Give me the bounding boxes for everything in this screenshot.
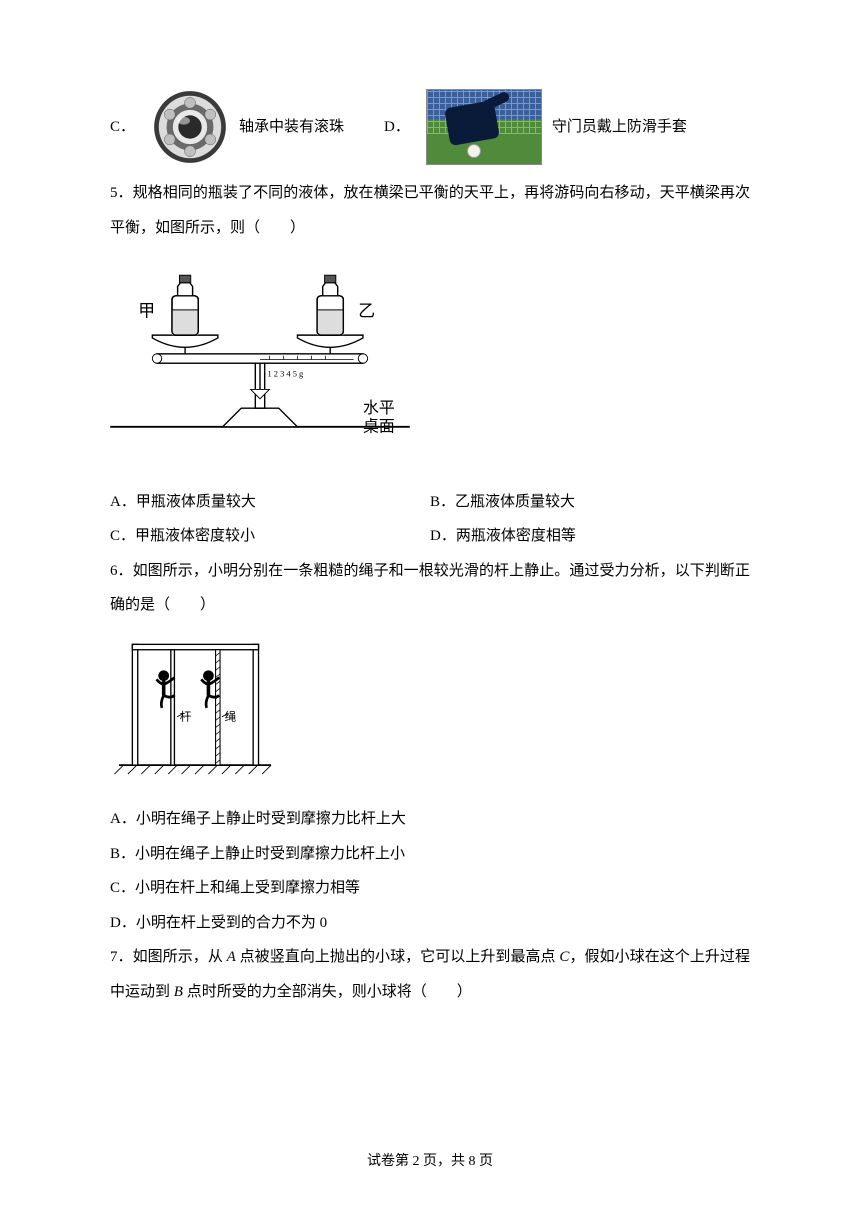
q6-figure: 杆 绳 xyxy=(110,627,750,801)
q6-num: 6． xyxy=(110,563,133,579)
q5-stem: 5．规格相同的瓶装了不同的液体，放在横梁已平衡的天平上，再将游码向右移动，天平横… xyxy=(110,176,750,245)
page-footer: 试卷第 2 页，共 8 页 xyxy=(0,1146,860,1178)
q6-option-b: B．小明在绳子上静止时受到摩擦力比杆上小 xyxy=(110,837,750,872)
q5-fig-label-right: 乙 xyxy=(358,301,375,320)
q7-t4: 点时所受的力全部消失，则小球将（ ） xyxy=(183,984,472,1000)
q4-option-c: C． 轴承中装有滚珠 xyxy=(110,88,344,166)
q6-options: A．小明在绳子上静止时受到摩擦力比杆上大 B．小明在绳子上静止时受到摩擦力比杆上… xyxy=(110,802,750,940)
q6-option-c: C．小明在杆上和绳上受到摩擦力相等 xyxy=(110,871,750,906)
bearing-image xyxy=(151,88,229,166)
q5-option-a: A．甲瓶液体质量较大 xyxy=(110,485,430,520)
q5-options: A．甲瓶液体质量较大 B．乙瓶液体质量较大 C．甲瓶液体密度较小 D．两瓶液体密… xyxy=(110,485,750,554)
svg-text:杆: 杆 xyxy=(180,709,192,723)
q7-B: B xyxy=(174,984,183,1000)
q7-C: C xyxy=(559,949,569,965)
q4-optD-text: 守门员戴上防滑手套 xyxy=(552,110,687,145)
q7-num: 7． xyxy=(110,949,133,965)
q4-optD-letter: D． xyxy=(384,110,410,145)
q5-option-d: D．两瓶液体密度相等 xyxy=(430,519,750,554)
q7-stem: 7．如图所示，从 A 点被竖直向上抛出的小球，它可以上升到最高点 C，假如小球在… xyxy=(110,940,750,1009)
q6-stem-text: 如图所示，小明分别在一条粗糙的绳子和一根较光滑的杆上静止。通过受力分析，以下判断… xyxy=(110,563,750,614)
svg-text:绳: 绳 xyxy=(225,709,237,723)
q5-figure: 甲 乙 1 2 3 4 5 g 水平 桌面 xyxy=(110,249,750,483)
q5-num: 5． xyxy=(110,185,133,201)
goalkeeper-image xyxy=(426,89,542,165)
q6-option-d: D．小明在杆上受到的合力不为 0 xyxy=(110,906,750,941)
q6-stem: 6．如图所示，小明分别在一条粗糙的绳子和一根较光滑的杆上静止。通过受力分析，以下… xyxy=(110,554,750,623)
q5-option-c: C．甲瓶液体密度较小 xyxy=(110,519,430,554)
q4-option-d: D． 守门员戴上防滑手套 xyxy=(384,89,687,165)
q5-option-b: B．乙瓶液体质量较大 xyxy=(430,485,750,520)
svg-text:桌面: 桌面 xyxy=(363,418,395,436)
q7-t2: 点被竖直向上抛出的小球，它可以上升到最高点 xyxy=(236,949,560,965)
svg-text:1 2 3 4 5 g: 1 2 3 4 5 g xyxy=(267,368,304,378)
q4-optC-text: 轴承中装有滚珠 xyxy=(239,110,344,145)
q5-fig-label-left: 甲 xyxy=(138,301,155,320)
q7-A: A xyxy=(227,949,236,965)
q5-stem-text: 规格相同的瓶装了不同的液体，放在横梁已平衡的天平上，再将游码向右移动，天平横梁再… xyxy=(110,185,750,236)
q6-option-a: A．小明在绳子上静止时受到摩擦力比杆上大 xyxy=(110,802,750,837)
q4-options-row: C． 轴承中装有滚珠 D． xyxy=(110,88,750,166)
svg-text:水平: 水平 xyxy=(363,399,395,417)
q4-optC-letter: C． xyxy=(110,110,135,145)
q7-t1: 如图所示，从 xyxy=(133,949,227,965)
